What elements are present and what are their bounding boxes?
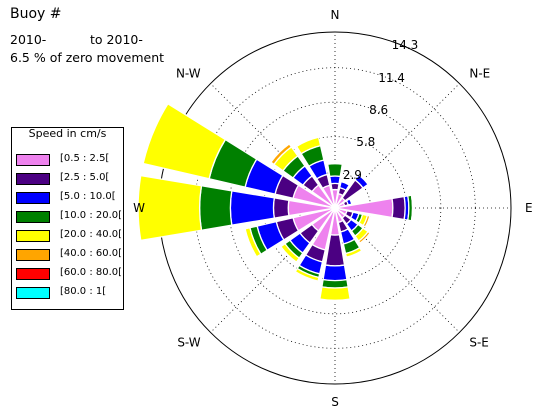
radial-tick-label: 11.4 (378, 71, 405, 85)
rose-sector (391, 195, 406, 221)
rose-sector (322, 264, 348, 282)
direction-label: E (525, 201, 533, 215)
rose-sector (137, 174, 203, 242)
rose-sector (344, 246, 363, 258)
rose-sector (280, 242, 301, 263)
radial-tick-label: 5.8 (356, 135, 375, 149)
legend-item: [40.0 : 60.0[ (16, 248, 124, 263)
legend-swatch (16, 173, 50, 185)
direction-label: S (331, 395, 339, 409)
zero-movement-text: 6.5 % of zero movement (10, 50, 165, 65)
direction-label: W (133, 201, 145, 215)
rose-sector (142, 102, 227, 180)
legend-swatch (16, 211, 50, 223)
rose-sector (362, 214, 371, 228)
rose-sector (326, 163, 344, 178)
rose-sector (319, 286, 351, 301)
legend-item: [20.0 : 40.0[ (16, 229, 124, 244)
legend-item: [5.0 : 10.0[ (16, 191, 124, 206)
angular-gridline (210, 83, 336, 209)
angular-gridline (210, 207, 336, 333)
direction-label: S-E (469, 335, 489, 349)
radial-tick-label: 8.6 (369, 103, 388, 117)
rose-sector (329, 175, 341, 185)
rose-sector (270, 143, 293, 166)
angular-gridline (334, 83, 460, 209)
legend-swatch (16, 154, 50, 166)
angular-gridline (334, 207, 460, 333)
period-text: 2010- to 2010- (10, 32, 143, 47)
rose-sector (354, 174, 369, 189)
legend-label: [10.0 : 20.0[ (60, 210, 123, 221)
radial-tick-label: 2.9 (343, 168, 362, 182)
legend-swatch (16, 268, 50, 280)
chart-title: Buoy # (10, 6, 62, 22)
legend: Speed in cm/s [0.5 : 2.5[ [2.5 : 5.0[ [5… (11, 127, 124, 310)
rose-sector (295, 136, 322, 155)
legend-swatch (16, 192, 50, 204)
legend-label: [80.0 : 1[ (60, 286, 107, 297)
direction-label: N-E (469, 67, 490, 81)
rose-sector (357, 230, 371, 244)
legend-label: [0.5 : 2.5[ (60, 153, 110, 164)
legend-swatch (16, 287, 50, 299)
legend-swatch (16, 249, 50, 261)
legend-item: [2.5 : 5.0[ (16, 172, 124, 187)
legend-item: [10.0 : 20.0[ (16, 210, 124, 225)
legend-swatch (16, 230, 50, 242)
legend-item: [80.0 : 1[ (16, 286, 124, 301)
radial-tick-label: 14.3 (392, 38, 419, 52)
rose-sector (199, 185, 233, 231)
rose-sector (321, 278, 349, 289)
direction-label: S-W (177, 335, 200, 349)
legend-label: [20.0 : 40.0[ (60, 229, 123, 240)
legend-item: [60.0 : 80.0[ (16, 267, 124, 282)
rose-sector (345, 197, 353, 206)
rose-sector (272, 197, 290, 219)
rose-sector (330, 182, 340, 191)
legend-label: [60.0 : 80.0[ (60, 267, 123, 278)
direction-label: N-W (176, 67, 201, 81)
legend-label: [40.0 : 60.0[ (60, 248, 123, 259)
rose-sector (294, 267, 320, 282)
legend-label: [2.5 : 5.0[ (60, 172, 110, 183)
legend-title: Speed in cm/s (28, 127, 107, 140)
direction-label: N (331, 8, 340, 22)
rose-sector (338, 180, 351, 192)
rose-sector (410, 194, 415, 222)
legend-label: [5.0 : 10.0[ (60, 191, 116, 202)
legend-item: [0.5 : 2.5[ (16, 153, 124, 168)
rose-sector (244, 226, 262, 258)
rose-sector (229, 190, 276, 226)
